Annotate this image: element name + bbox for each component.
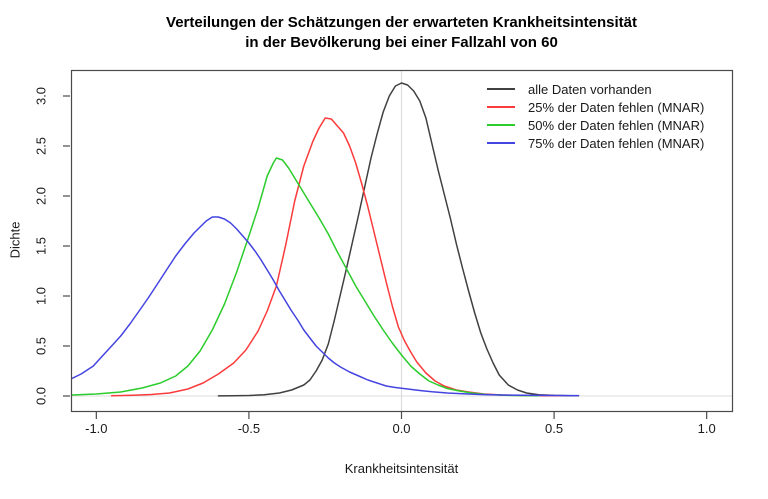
y-tick-label: 3.0 bbox=[33, 86, 49, 106]
x-tick-label: -1.0 bbox=[85, 421, 108, 436]
legend-label: 75% der Daten fehlen (MNAR) bbox=[528, 135, 705, 151]
legend-item-0: alle Daten vorhanden bbox=[487, 80, 704, 98]
density-curve-2 bbox=[71, 157, 540, 397]
legend-label: 25% der Daten fehlen (MNAR) bbox=[528, 99, 705, 115]
y-tick-label: 0.0 bbox=[33, 386, 49, 406]
legend-item-2: 50% der Daten fehlen (MNAR) bbox=[487, 116, 704, 134]
chart-title-line2: in der Bevölkerung bei einer Fallzahl vo… bbox=[245, 34, 558, 51]
chart-title-line1: Verteilungen der Schätzungen der erwarte… bbox=[166, 14, 637, 31]
legend-line-swatch bbox=[487, 88, 515, 90]
x-tick-label: 0.5 bbox=[545, 421, 564, 436]
legend-item-3: 75% der Daten fehlen (MNAR) bbox=[487, 134, 704, 152]
y-tick-label: 2.5 bbox=[33, 136, 49, 156]
y-tick-label: 1.5 bbox=[33, 236, 49, 256]
legend: alle Daten vorhanden 25% der Daten fehlen… bbox=[487, 80, 704, 152]
y-tick-label: 1.0 bbox=[33, 286, 49, 306]
density-curve-3 bbox=[71, 216, 580, 397]
plot-box bbox=[70, 69, 734, 413]
y-tick-label: 0.5 bbox=[33, 336, 49, 356]
legend-label: 50% der Daten fehlen (MNAR) bbox=[528, 117, 705, 133]
density-curve-1 bbox=[110, 117, 561, 397]
y-tick-label: 2.0 bbox=[33, 186, 49, 206]
x-tick-label: 1.0 bbox=[697, 421, 716, 436]
y-axis-label: Dichte bbox=[7, 221, 23, 259]
x-axis-label: Krankheitsintensität bbox=[344, 461, 459, 476]
legend-line-swatch bbox=[487, 142, 515, 144]
legend-item-1: 25% der Daten fehlen (MNAR) bbox=[487, 98, 704, 116]
density-curve-0 bbox=[217, 82, 580, 397]
x-tick-label: -0.5 bbox=[237, 421, 261, 436]
x-tick-label: 0.0 bbox=[392, 421, 411, 436]
legend-label: alle Daten vorhanden bbox=[528, 81, 652, 97]
chart-title: Verteilungen der Schätzungen der erwarte… bbox=[71, 13, 732, 53]
legend-line-swatch bbox=[487, 106, 515, 108]
legend-line-swatch bbox=[487, 124, 515, 126]
